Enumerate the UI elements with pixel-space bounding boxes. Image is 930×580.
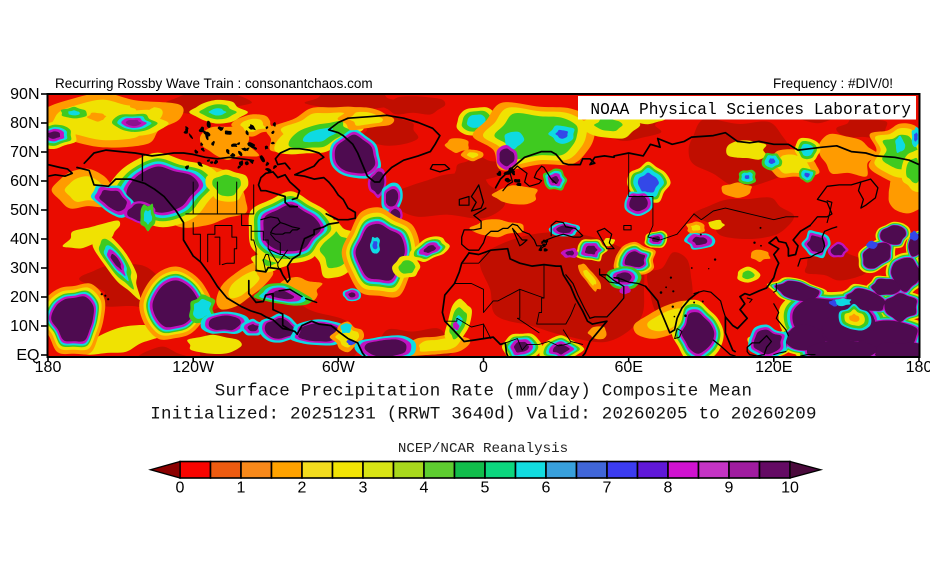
svg-text:7: 7 (603, 480, 612, 497)
svg-text:Initialized: 20251231 (RRWT 36: Initialized: 20251231 (RRWT 3640d) Valid… (150, 405, 817, 425)
svg-text:Surface Precipitation Rate (mm: Surface Precipitation Rate (mm/day) Comp… (215, 382, 753, 402)
svg-text:NCEP/NCAR Reanalysis: NCEP/NCAR Reanalysis (398, 441, 568, 457)
svg-text:Frequency : #DIV/0!: Frequency : #DIV/0! (773, 76, 893, 91)
svg-text:120E: 120E (755, 359, 792, 376)
svg-text:60N: 60N (10, 173, 39, 190)
svg-text:40N: 40N (10, 231, 39, 248)
svg-text:180: 180 (906, 359, 930, 376)
svg-text:80N: 80N (10, 115, 39, 132)
svg-text:5: 5 (481, 480, 490, 497)
svg-text:4: 4 (420, 480, 429, 497)
svg-text:EQ: EQ (16, 347, 39, 364)
svg-text:3: 3 (359, 480, 368, 497)
svg-text:60W: 60W (322, 359, 356, 376)
svg-text:NOAA Physical Sciences Laborat: NOAA Physical Sciences Laboratory (590, 101, 911, 119)
svg-text:0: 0 (176, 480, 185, 497)
svg-text:8: 8 (664, 480, 673, 497)
svg-text:10: 10 (781, 480, 799, 497)
svg-text:0: 0 (479, 359, 488, 376)
svg-text:9: 9 (725, 480, 734, 497)
svg-text:50N: 50N (10, 202, 39, 219)
svg-text:120W: 120W (172, 359, 215, 376)
svg-text:90N: 90N (10, 86, 39, 103)
svg-text:Recurring Rossby Wave Train :: Recurring Rossby Wave Train : consonantc… (55, 76, 373, 91)
svg-text:30N: 30N (10, 260, 39, 277)
svg-text:1: 1 (237, 480, 246, 497)
svg-text:60E: 60E (614, 359, 642, 376)
svg-text:180: 180 (35, 359, 62, 376)
svg-text:20N: 20N (10, 289, 39, 306)
svg-text:2: 2 (298, 480, 307, 497)
svg-text:10N: 10N (10, 318, 39, 335)
svg-text:70N: 70N (10, 144, 39, 161)
svg-text:6: 6 (542, 480, 551, 497)
